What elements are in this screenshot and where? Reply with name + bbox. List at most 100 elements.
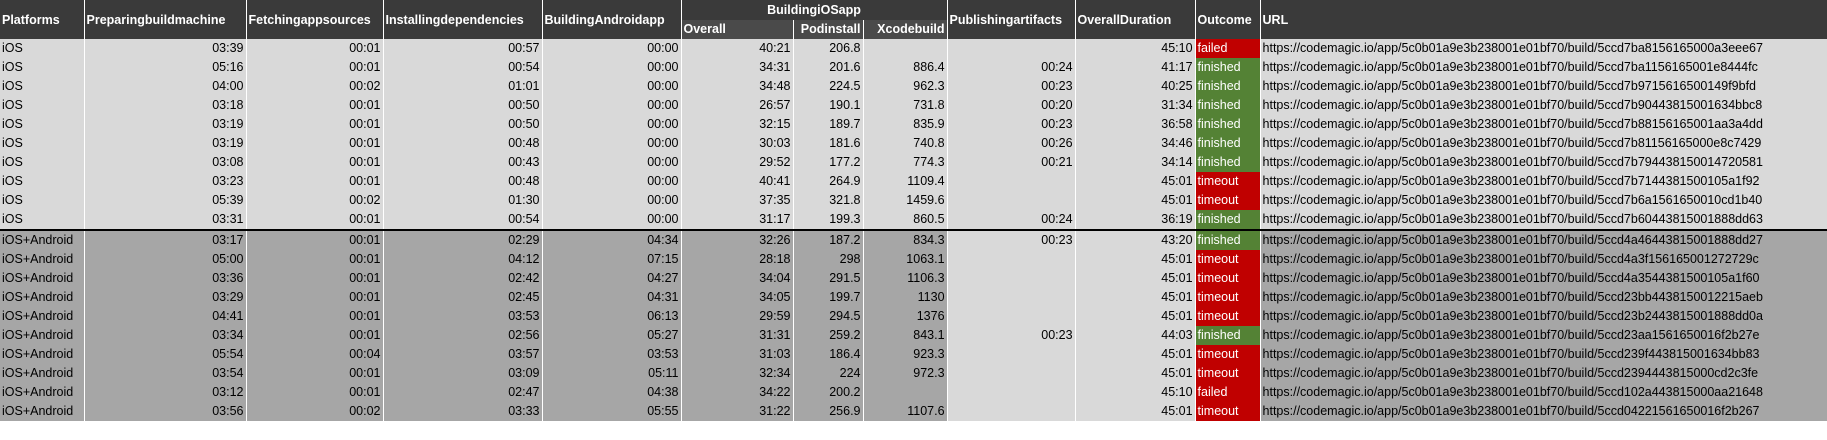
publishing-cell[interactable] [947,383,1076,402]
fetching-cell[interactable]: 00:01 [246,326,384,345]
xcode-build-cell[interactable]: 1376 [863,307,948,326]
android-cell[interactable]: 00:00 [542,39,682,58]
publishing-cell[interactable]: 00:26 [947,134,1076,153]
outcome-cell[interactable]: finished [1195,229,1261,250]
publishing-cell[interactable]: 00:20 [947,96,1076,115]
fetching-cell[interactable]: 00:01 [246,229,384,250]
outcome-cell[interactable]: failed [1195,39,1261,58]
url-cell[interactable]: https://codemagic.io/app/5c0b01a9e3b2380… [1260,364,1827,383]
ios-overall-cell[interactable]: 40:21 [681,39,794,58]
publishing-cell[interactable] [947,39,1076,58]
pod-install-cell[interactable]: 206.8 [793,39,864,58]
preparing-cell[interactable]: 05:54 [84,345,247,364]
android-cell[interactable]: 04:34 [542,229,682,250]
android-cell[interactable]: 05:55 [542,402,682,421]
android-cell[interactable]: 00:00 [542,210,682,230]
url-cell[interactable]: https://codemagic.io/app/5c0b01a9e3b2380… [1260,172,1827,191]
platform-cell[interactable]: iOS [0,191,85,210]
outcome-cell[interactable]: finished [1195,134,1261,153]
ios-overall-cell[interactable]: 28:18 [681,250,794,269]
android-cell[interactable]: 00:00 [542,134,682,153]
installing-cell[interactable]: 00:50 [383,96,543,115]
android-cell[interactable]: 00:00 [542,153,682,172]
ios-overall-cell[interactable]: 34:04 [681,269,794,288]
android-cell[interactable]: 00:00 [542,58,682,77]
android-cell[interactable]: 00:00 [542,77,682,96]
platform-cell[interactable]: iOS [0,210,85,230]
android-cell[interactable]: 00:00 [542,115,682,134]
platform-cell[interactable]: iOS+Android [0,345,85,364]
preparing-cell[interactable]: 05:16 [84,58,247,77]
publishing-cell[interactable] [947,345,1076,364]
table-row[interactable]: iOS 03:23 00:01 00:48 00:00 40:41 264.9 1109.4 4… [0,172,1827,191]
preparing-cell[interactable]: 03:08 [84,153,247,172]
publishing-cell[interactable]: 00:24 [947,58,1076,77]
preparing-cell[interactable]: 03:36 [84,269,247,288]
fetching-cell[interactable]: 00:01 [246,250,384,269]
platform-cell[interactable]: iOS+Android [0,288,85,307]
pod-install-cell[interactable]: 321.8 [793,191,864,210]
xcode-build-cell[interactable]: 834.3 [863,229,948,250]
preparing-cell[interactable]: 05:00 [84,250,247,269]
platform-cell[interactable]: iOS [0,96,85,115]
platform-cell[interactable]: iOS+Android [0,229,85,250]
url-cell[interactable]: https://codemagic.io/app/5c0b01a9e3b2380… [1260,288,1827,307]
url-cell[interactable]: https://codemagic.io/app/5c0b01a9e3b2380… [1260,345,1827,364]
outcome-cell[interactable]: finished [1195,326,1261,345]
table-row[interactable]: iOS+Android 05:00 00:01 04:12 07:15 28:18 298 1… [0,250,1827,269]
installing-cell[interactable]: 03:33 [383,402,543,421]
platform-cell[interactable]: iOS+Android [0,326,85,345]
xcode-build-cell[interactable]: 835.9 [863,115,948,134]
pod-install-cell[interactable]: 199.3 [793,210,864,230]
url-cell[interactable]: https://codemagic.io/app/5c0b01a9e3b2380… [1260,115,1827,134]
header-ios[interactable]: BuildingiOSapp [681,0,948,20]
preparing-cell[interactable]: 03:12 [84,383,247,402]
outcome-cell[interactable]: finished [1195,77,1261,96]
xcode-build-cell[interactable]: 1130 [863,288,948,307]
ios-overall-cell[interactable]: 40:41 [681,172,794,191]
pod-install-cell[interactable]: 201.6 [793,58,864,77]
table-row[interactable]: iOS+Android 03:36 00:01 02:42 04:27 34:04 291.… [0,269,1827,288]
outcome-cell[interactable]: finished [1195,96,1261,115]
fetching-cell[interactable]: 00:01 [246,134,384,153]
table-row[interactable]: iOS+Android 03:29 00:01 02:45 04:31 34:05 199.… [0,288,1827,307]
outcome-cell[interactable]: timeout [1195,172,1261,191]
url-cell[interactable]: https://codemagic.io/app/5c0b01a9e3b2380… [1260,269,1827,288]
table-row[interactable]: iOS 04:00 00:02 01:01 00:00 34:48 224.5 962.3 00… [0,77,1827,96]
pod-install-cell[interactable]: 199.7 [793,288,864,307]
outcome-cell[interactable]: timeout [1195,288,1261,307]
android-cell[interactable]: 04:27 [542,269,682,288]
duration-cell[interactable]: 45:01 [1075,307,1196,326]
xcode-build-cell[interactable]: 860.5 [863,210,948,230]
installing-cell[interactable]: 04:12 [383,250,543,269]
url-cell[interactable]: https://codemagic.io/app/5c0b01a9e3b2380… [1260,229,1827,250]
ios-overall-cell[interactable]: 37:35 [681,191,794,210]
pod-install-cell[interactable]: 224 [793,364,864,383]
publishing-cell[interactable]: 00:23 [947,326,1076,345]
xcode-build-cell[interactable]: 1063.1 [863,250,948,269]
preparing-cell[interactable]: 03:17 [84,229,247,250]
url-cell[interactable]: https://codemagic.io/app/5c0b01a9e3b2380… [1260,191,1827,210]
installing-cell[interactable]: 00:54 [383,58,543,77]
xcode-build-cell[interactable]: 774.3 [863,153,948,172]
pod-install-cell[interactable]: 224.5 [793,77,864,96]
publishing-cell[interactable] [947,402,1076,421]
installing-cell[interactable]: 00:50 [383,115,543,134]
fetching-cell[interactable]: 00:01 [246,96,384,115]
platform-cell[interactable]: iOS+Android [0,250,85,269]
pod-install-cell[interactable]: 200.2 [793,383,864,402]
android-cell[interactable]: 04:31 [542,288,682,307]
duration-cell[interactable]: 45:10 [1075,383,1196,402]
preparing-cell[interactable]: 04:00 [84,77,247,96]
android-cell[interactable]: 07:15 [542,250,682,269]
url-cell[interactable]: https://codemagic.io/app/5c0b01a9e3b2380… [1260,77,1827,96]
header-url[interactable]: URL [1260,0,1827,39]
header-ios-pod[interactable]: Podinstall [793,20,864,39]
installing-cell[interactable]: 02:45 [383,288,543,307]
xcode-build-cell[interactable] [863,39,948,58]
installing-cell[interactable]: 01:30 [383,191,543,210]
header-platforms[interactable]: Platforms [0,0,85,39]
installing-cell[interactable]: 03:53 [383,307,543,326]
pod-install-cell[interactable]: 256.9 [793,402,864,421]
publishing-cell[interactable]: 00:24 [947,210,1076,230]
